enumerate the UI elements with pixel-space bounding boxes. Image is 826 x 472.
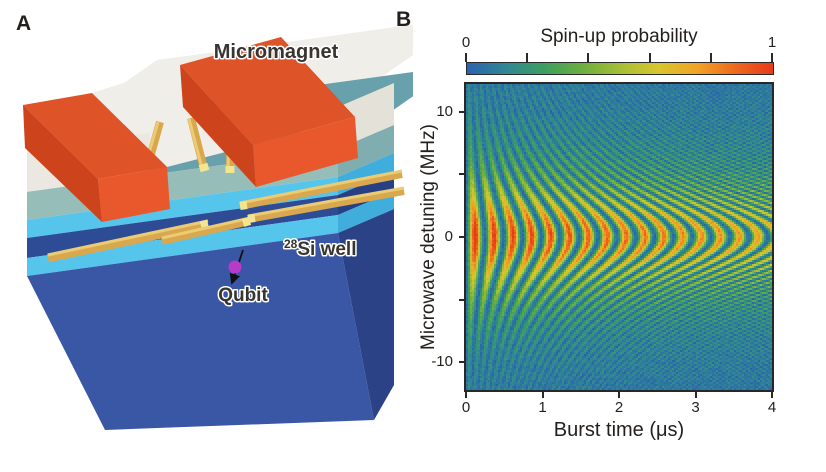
x-tick: [771, 391, 773, 398]
colorbar-tick: [771, 53, 773, 62]
micromagnet-right-left-face: [180, 65, 256, 187]
x-axis-label: Burst time (μs): [553, 419, 685, 441]
x-tick-label: 0: [461, 399, 471, 416]
x-tick-label: 4: [767, 399, 777, 416]
buffer-layer-front: [27, 215, 338, 276]
x-tick: [618, 391, 620, 398]
colorbar-tick: [648, 53, 651, 62]
micromagnet-left: [23, 93, 170, 222]
micromagnet-label: Micromagnet: [214, 41, 339, 63]
x-tick-label: 1: [538, 399, 547, 416]
colorbar-min-label: 0: [461, 34, 471, 51]
panel-b-label: B: [396, 8, 412, 31]
colorbar-max-label: 1: [767, 34, 777, 51]
x-tick: [465, 391, 467, 398]
gate-upper-2-highlight: [187, 118, 204, 169]
y-tick: [459, 361, 466, 364]
gate-right-upper-tip: [239, 201, 248, 210]
colorbar: [466, 62, 774, 75]
qubit-dot: [228, 260, 242, 274]
colorbar-title: Spin-up probability: [540, 26, 698, 47]
y-tick-label: 10: [436, 102, 453, 120]
y-tick: [459, 236, 466, 238]
micromagnet-left-left-face: [23, 105, 102, 222]
gate-right-lower-highlight: [247, 186, 405, 218]
micromagnet-right-right-face: [253, 117, 358, 187]
gate-front-long-tip: [199, 219, 210, 231]
rabi-chevron-heatmap: [466, 84, 772, 390]
gate-front-short-highlight: [161, 216, 251, 240]
gate-front-long-highlight: [47, 219, 209, 257]
teal-layer-side: [338, 125, 394, 177]
y-tick-label: -10: [431, 353, 453, 371]
panel-a-label: A: [16, 12, 31, 35]
colorbar-tick: [709, 53, 712, 62]
si-cap-layer-front: [27, 177, 338, 238]
si-well-label: 28Si well: [284, 237, 357, 260]
gate-right-upper-highlight: [239, 169, 403, 205]
x-tick-label: 3: [691, 399, 700, 416]
y-tick: [459, 110, 466, 113]
gate-upper-2-tip: [198, 162, 210, 173]
gate-front-short: [161, 217, 251, 245]
gate-upper-2: [187, 117, 208, 170]
x-tick-label: 2: [614, 399, 624, 416]
colorbar-tick: [526, 53, 529, 62]
buffer-layer-side: [338, 191, 394, 233]
white-gap-strip: [92, 65, 253, 167]
y-tick-label: 0: [444, 228, 453, 245]
panel-a-device-schematic: A Micromagnet 28Si well Qubit: [16, 12, 413, 430]
micromagnet-right-top-face: [180, 37, 355, 145]
si-well-superscript: 28: [284, 237, 298, 251]
substrate-side: [338, 209, 394, 420]
y-tick: [459, 298, 466, 301]
micromagnet-right: [180, 37, 358, 187]
gate-right-upper: [239, 170, 403, 210]
qubit-label: Qubit: [218, 285, 268, 306]
substrate-front: [27, 233, 374, 430]
micromagnet-left-top-face: [23, 93, 167, 179]
gate-front-long: [47, 219, 209, 263]
micromagnet-left-right-face: [98, 167, 170, 222]
gate-right-lower: [247, 187, 405, 223]
si-well-text: Si well: [297, 239, 356, 260]
colorbar-tick: [587, 53, 590, 62]
colorbar-tick: [465, 53, 467, 62]
gate-right-lower-tip: [247, 214, 256, 223]
x-tick: [694, 391, 697, 398]
x-tick: [541, 391, 544, 398]
y-tick: [459, 173, 466, 176]
